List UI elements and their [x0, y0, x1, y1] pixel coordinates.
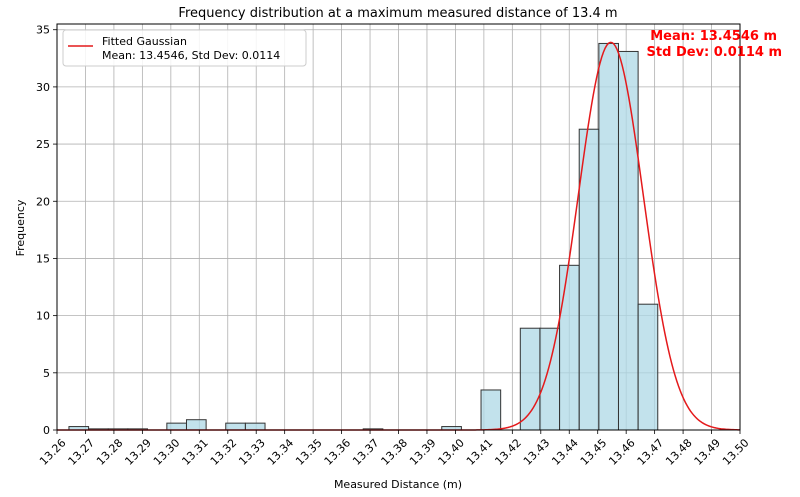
histogram-bar [617, 50, 639, 431]
legend-box [62, 29, 307, 67]
y-tick-label: 35 [36, 24, 50, 37]
chart-title: Frequency distribution at a maximum meas… [178, 6, 617, 21]
y-tick-label: 10 [36, 310, 50, 323]
histogram-bar [225, 422, 246, 431]
y-tick-label: 5 [43, 367, 50, 380]
y-tick-label: 25 [36, 138, 50, 151]
y-tick-label: 20 [36, 195, 50, 208]
histogram-bars [68, 42, 659, 431]
mean-annotation: Mean: 13.4546 m [650, 29, 777, 44]
histogram-bar [480, 389, 502, 431]
histogram-bar [185, 419, 207, 431]
y-axis-ticks: 0 5 10 15 20 25 30 35 [36, 24, 57, 437]
histogram-bar [519, 327, 541, 431]
std-dev-annotation: Std Dev: 0.0114 m [647, 45, 782, 60]
histogram-bar [166, 422, 187, 431]
histogram-bar [578, 128, 600, 431]
x-axis-label: Measured Distance (m) [334, 478, 462, 491]
legend-label-series: Fitted Gaussian [102, 35, 187, 48]
histogram-bar [244, 422, 266, 431]
y-tick-label: 30 [36, 81, 50, 94]
legend: Fitted Gaussian Mean: 13.4546, Std Dev: … [62, 29, 307, 67]
y-tick-label: 0 [43, 424, 50, 437]
histogram-bar [559, 264, 580, 431]
histogram-bar [637, 303, 659, 431]
y-tick-label: 15 [36, 252, 50, 265]
histogram-bar [539, 327, 561, 431]
legend-label-stats: Mean: 13.4546, Std Dev: 0.0114 [102, 49, 280, 62]
y-axis-label: Frequency [14, 199, 27, 256]
histogram-bar [598, 42, 619, 431]
